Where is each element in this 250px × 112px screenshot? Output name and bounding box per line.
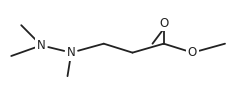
Text: N: N xyxy=(67,46,76,59)
Text: O: O xyxy=(159,17,168,30)
Text: N: N xyxy=(67,46,76,59)
Text: O: O xyxy=(188,46,197,59)
Text: O: O xyxy=(159,17,168,30)
Text: O: O xyxy=(188,46,197,59)
Text: N: N xyxy=(37,39,46,52)
Text: N: N xyxy=(37,39,46,52)
